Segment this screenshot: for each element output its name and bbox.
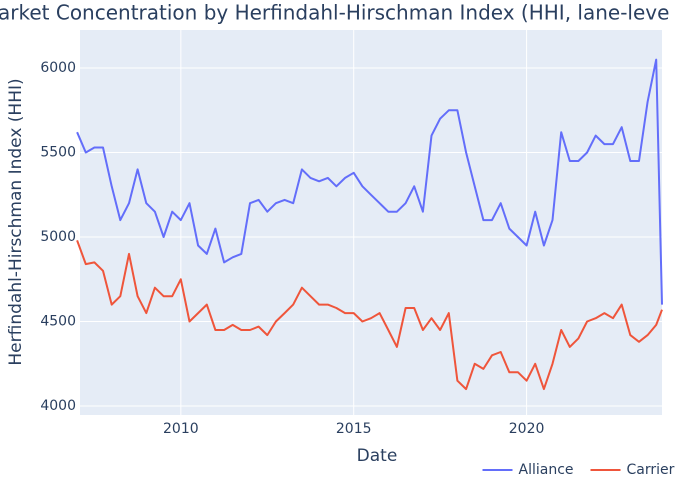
- x-tick-label: 2020: [509, 421, 545, 437]
- series-line: [76, 58, 663, 305]
- x-axis-title: Date: [357, 446, 398, 466]
- x-tick-label: 2010: [163, 421, 199, 437]
- y-tick-label: 6000: [40, 60, 76, 76]
- marks: [76, 58, 663, 391]
- series-line: [76, 240, 663, 391]
- x-tick-label: 2015: [336, 421, 372, 437]
- chart-title: arket Concentration by Herfindahl-Hirsch…: [0, 1, 669, 25]
- y-tick-label: 5000: [40, 229, 76, 245]
- y-tick-label: 5500: [40, 145, 76, 161]
- y-tick-label: 4500: [40, 314, 76, 330]
- plot-area: [80, 30, 662, 415]
- legend-label: Carrier: [627, 462, 675, 478]
- y-tick-label: 4000: [40, 398, 76, 414]
- y-axis-title: Herfindahl-Hirschman Index (HHI): [6, 78, 26, 365]
- legend-label: Alliance: [519, 462, 574, 478]
- grid: [80, 30, 662, 415]
